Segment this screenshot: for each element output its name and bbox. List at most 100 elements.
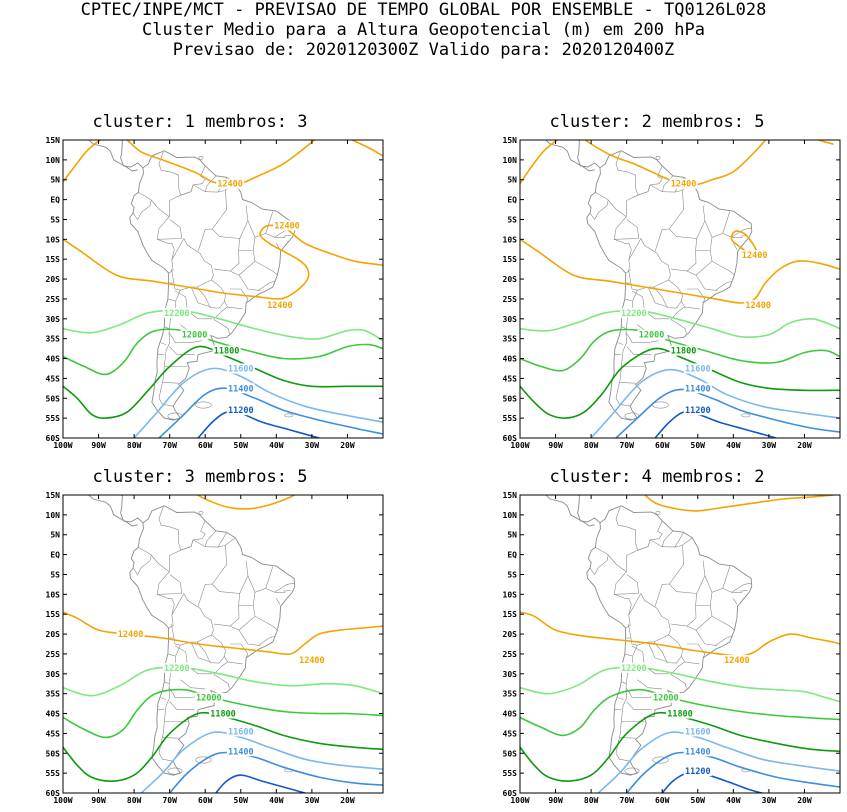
political-border [733,243,738,250]
contour-label-background [226,746,255,757]
political-border [180,165,206,196]
political-border [174,645,188,666]
political-border [715,635,732,646]
contour-label-11600: 11600 [685,727,711,737]
contour-12400 [520,140,559,185]
map-frame [62,494,384,794]
lat-tick-label: 50S [503,394,518,403]
lon-tick-label: 100W [510,796,529,805]
lat-tick-label: 60S [46,789,61,798]
political-border [684,661,700,665]
political-border [669,190,684,230]
lat-tick-label: 15N [46,491,61,500]
political-border [164,326,170,329]
contour-12200 [520,666,840,703]
lon-tick-label: 90W [91,441,106,450]
political-border [180,520,206,551]
political-border [617,342,624,345]
lat-tick-label: 20S [46,275,61,284]
island-outline [198,510,204,515]
island-outline [195,401,212,409]
political-border [711,211,731,238]
political-border [258,280,275,291]
island-outline [284,413,294,418]
contour-label-11400: 11400 [685,747,711,757]
lat-tick-label: 30S [503,670,518,679]
political-border [254,566,274,593]
lat-tick-label: 10N [503,511,518,520]
contour-label-background [226,383,255,394]
political-border [132,547,152,576]
panel-title: cluster: 3 membros: 5 [92,467,308,487]
contour-label-background [162,307,191,318]
lat-tick-label: 15N [503,136,518,145]
political-border [157,238,182,240]
political-border [637,537,693,551]
lat-tick-label: 25S [503,295,518,304]
political-border [157,593,182,595]
contour-label-background [683,405,712,416]
lon-tick-label: 60W [655,441,670,450]
lat-tick-label: 30S [503,315,518,324]
political-border [204,530,217,547]
contour-label-background [180,329,209,340]
island-outline [652,756,669,764]
contour-label-12200: 12200 [164,664,190,674]
political-border [169,574,183,594]
contour-12400 [196,495,297,510]
political-border [190,641,211,663]
contour-label-background [226,363,255,374]
political-border [180,537,236,551]
contour-label-background [683,726,712,737]
figure-header: CPTEC/INPE/MCT - PREVISAO DE TEMPO GLOBA… [0,0,847,60]
political-border [709,605,735,631]
political-border [150,199,170,217]
lon-tick-label: 90W [91,796,106,805]
contour-label-12400: 12400 [742,251,768,261]
political-border [731,227,752,238]
contour-label-11800: 11800 [671,347,697,357]
contour-label-11200: 11200 [228,406,254,416]
political-border [229,615,256,631]
lat-tick-label: 60S [503,789,518,798]
lat-tick-label: 20S [503,275,518,284]
lat-tick-label: 15S [46,255,61,264]
lat-tick-label: 40S [503,355,518,364]
contour-11600 [590,368,840,438]
political-border [671,236,698,272]
lon-tick-label: 20W [797,441,812,450]
political-border [647,286,668,308]
political-border [695,220,713,251]
contour-11600 [597,731,840,793]
header-subtitle: Cluster Medio para a Altura Geopotencial… [142,20,705,40]
contour-label-11800: 11800 [210,710,236,720]
political-border [625,332,633,343]
political-border [169,346,195,355]
political-border [626,574,640,594]
lon-tick-label: 40W [269,441,284,450]
contour-12400 [63,611,383,656]
island-outline [195,756,212,764]
contour-label-12200: 12200 [164,309,190,319]
lat-tick-label: 30S [46,315,61,324]
map-frame [519,139,841,439]
lon-tick-label: 50W [691,796,706,805]
contour-label-12400: 12400 [299,656,325,666]
lat-tick-label: 35S [503,690,518,699]
political-border [617,697,624,700]
political-border [615,506,638,551]
political-border [212,190,227,230]
lat-tick-label: 25S [46,295,61,304]
lat-tick-label: 20S [503,630,518,639]
contour-label-12400: 12400 [274,221,300,231]
lon-tick-label: 30W [762,441,777,450]
contour-12400 [63,224,383,300]
political-border [626,346,652,355]
political-border [647,641,668,663]
contour-12000 [520,688,840,737]
lon-tick-label: 80W [584,796,599,805]
contour-11800 [520,711,840,782]
contour-label-12000: 12000 [196,694,222,704]
contour-label-11400: 11400 [228,384,254,394]
contour-label-11800: 11800 [667,710,693,720]
